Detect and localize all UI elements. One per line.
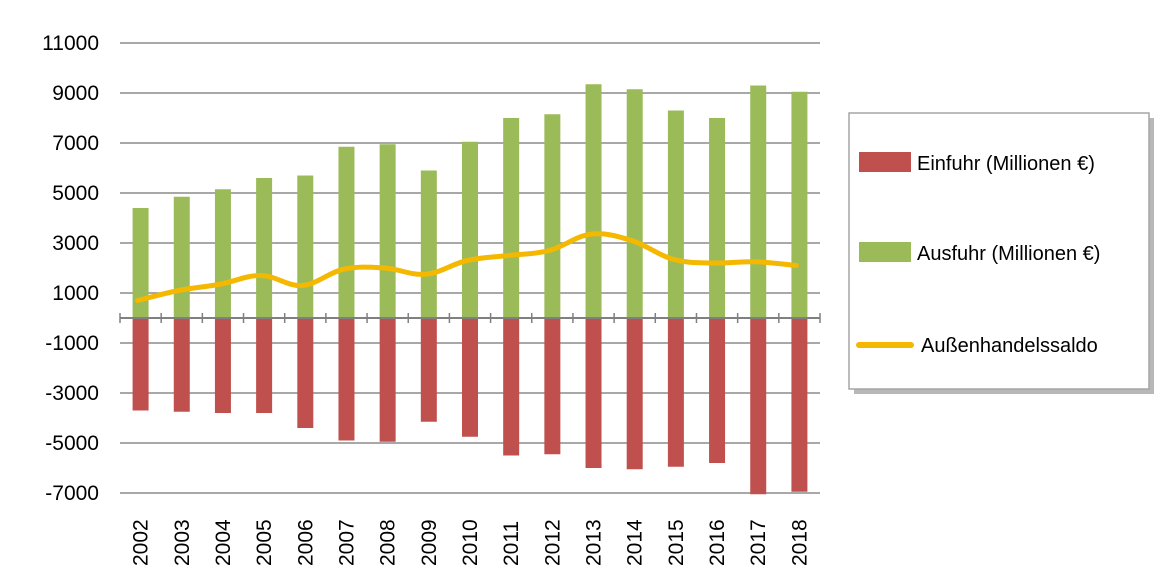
x-tick-label: 2010 (459, 519, 482, 566)
x-tick-label: 2013 (583, 519, 606, 566)
x-tick-label: 2015 (665, 519, 688, 566)
bar-einfuhr (379, 318, 396, 442)
bar-einfuhr (585, 318, 602, 468)
bar-einfuhr (214, 318, 231, 413)
y-tick-label: 1000 (52, 282, 99, 305)
y-tick-label: -1000 (45, 332, 99, 355)
bar-ausfuhr (420, 170, 437, 318)
bar-einfuhr (132, 318, 149, 411)
x-tick-label: 2005 (253, 519, 276, 566)
bar-einfuhr (667, 318, 684, 467)
bars (132, 84, 808, 495)
bar-ausfuhr (626, 89, 643, 318)
x-tick-label: 2018 (788, 519, 811, 566)
legend-label-ausfuhr: Ausfuhr (Millionen €) (917, 243, 1100, 265)
x-axis-labels: 2002 2003 2004 2005 2006 2007 2008 2009 2010 2011… (130, 519, 812, 566)
x-tick-label: 2008 (377, 519, 400, 566)
y-tick-label: 9000 (52, 82, 99, 105)
bar-ausfuhr (297, 175, 314, 318)
legend: Einfuhr (Millionen €) Ausfuhr (Millionen… (848, 112, 1154, 394)
x-tick-label: 2011 (500, 521, 523, 566)
legend-swatch-ausfuhr (859, 242, 911, 262)
x-axis-ticks (119, 313, 821, 323)
y-tick-label: 7000 (52, 132, 99, 155)
legend-label-saldo: Außenhandelssaldo (921, 335, 1098, 357)
bar-ausfuhr (462, 141, 478, 318)
bar-einfuhr (420, 318, 437, 422)
bar-ausfuhr (709, 118, 726, 318)
bar-ausfuhr (379, 144, 396, 318)
x-tick-label: 2012 (541, 519, 564, 566)
bar-einfuhr (750, 318, 767, 495)
y-tick-label: -3000 (45, 382, 99, 405)
y-tick-label: 3000 (52, 232, 99, 255)
x-tick-label: 2002 (130, 519, 153, 566)
bar-einfuhr (297, 318, 314, 428)
x-tick-label: 2003 (171, 519, 194, 566)
bar-einfuhr (709, 318, 726, 463)
bar-ausfuhr (791, 91, 808, 318)
legend-label-einfuhr: Einfuhr (Millionen €) (917, 153, 1095, 175)
bar-ausfuhr (214, 189, 231, 318)
bar-ausfuhr (544, 114, 561, 318)
legend-swatch-einfuhr (859, 152, 911, 172)
bar-ausfuhr (750, 85, 767, 318)
bar-einfuhr (338, 318, 355, 441)
bar-ausfuhr (667, 110, 684, 318)
x-tick-label: 2007 (335, 519, 358, 566)
y-tick-label: 5000 (52, 182, 99, 205)
x-tick-label: 2004 (212, 519, 235, 566)
bar-ausfuhr (173, 196, 190, 318)
x-tick-label: 2016 (706, 519, 729, 566)
bar-einfuhr (544, 318, 561, 455)
bar-einfuhr (791, 318, 808, 492)
bar-ausfuhr (132, 208, 149, 318)
saldo-line-group (135, 231, 799, 303)
saldo-line (135, 231, 799, 303)
bar-einfuhr (626, 318, 643, 470)
x-tick-label: 2014 (624, 519, 647, 566)
x-tick-label: 2009 (418, 519, 441, 566)
bar-ausfuhr (585, 84, 602, 318)
bar-einfuhr (503, 318, 520, 456)
bar-einfuhr (256, 318, 273, 413)
y-tick-label: -5000 (45, 432, 99, 455)
bar-ausfuhr (338, 146, 355, 318)
x-tick-label: 2006 (294, 519, 317, 566)
bar-ausfuhr (256, 178, 273, 318)
x-tick-label: 2017 (747, 519, 770, 566)
bar-einfuhr (173, 318, 190, 412)
bar-einfuhr (462, 318, 478, 437)
y-tick-label: -7000 (45, 482, 99, 505)
y-axis-labels: 11000 9000 7000 5000 3000 1000 -1000 -3000 -5000… (42, 32, 99, 505)
bar-ausfuhr (503, 118, 520, 318)
y-tick-label: 11000 (42, 32, 99, 55)
